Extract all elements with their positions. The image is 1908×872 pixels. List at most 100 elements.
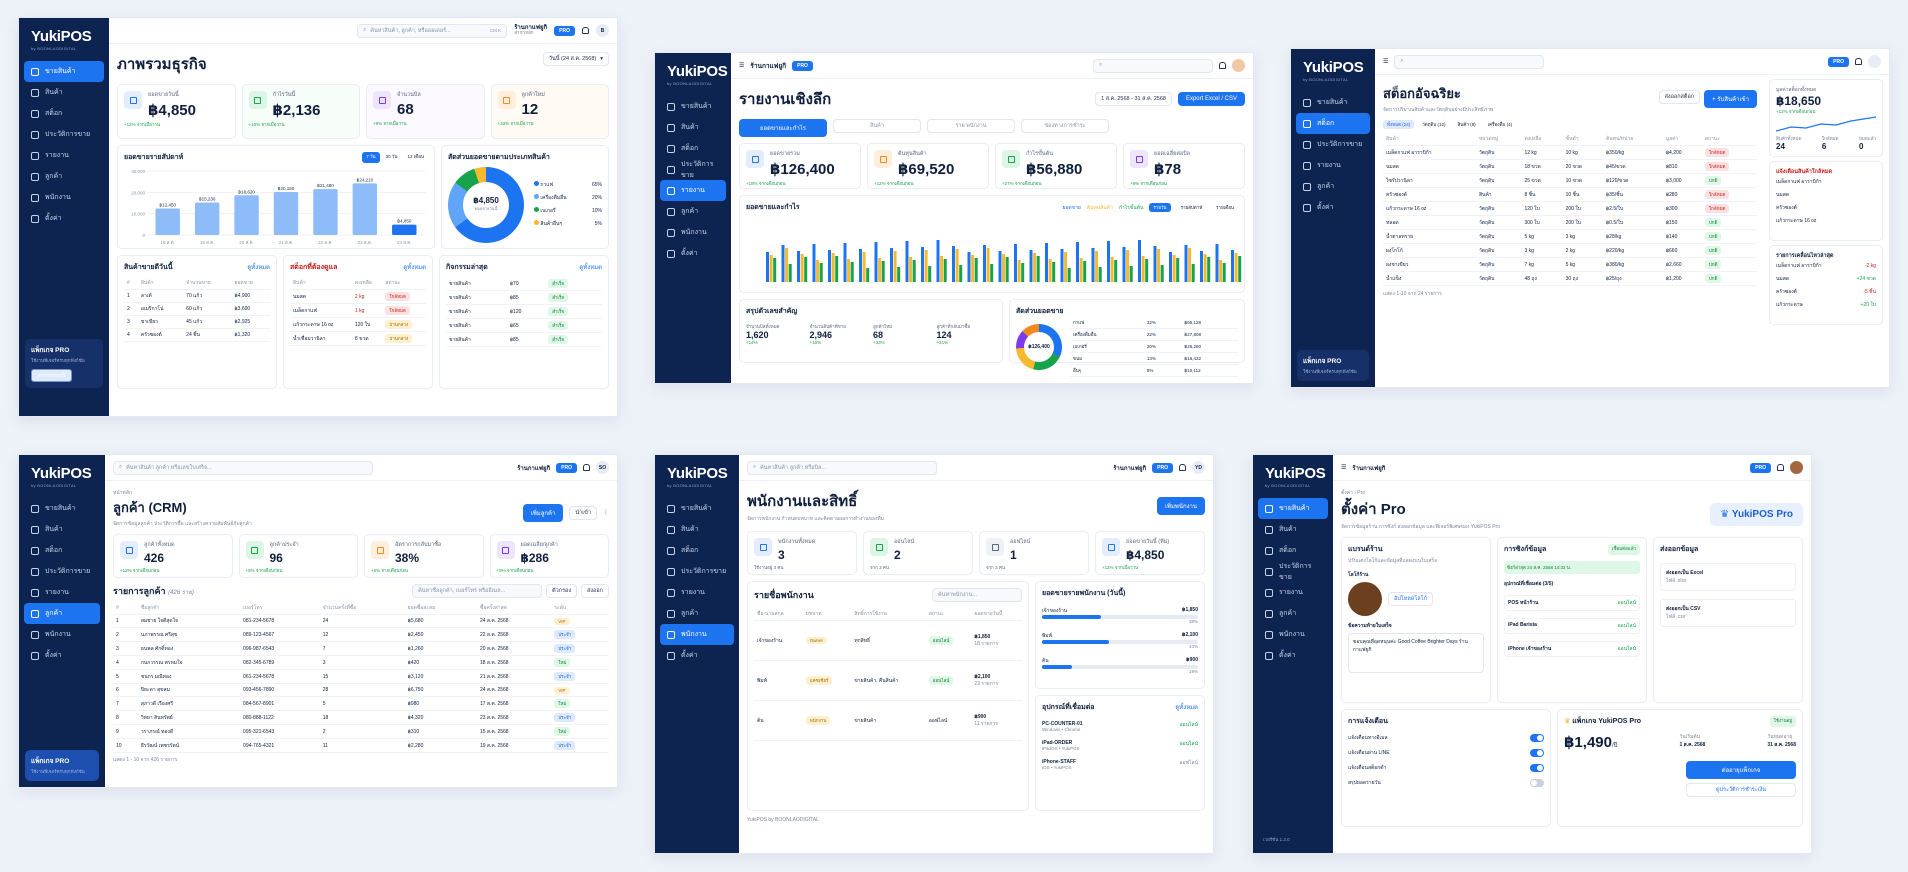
table-row[interactable]: นมสด วัตถุดิบ 18 ขวด 20 ขวด ฿45/ขวด ฿810 ใกล้ห… xyxy=(1383,159,1757,174)
store-switcher[interactable]: ร้านกาแฟยูกิ สาขาหลัก xyxy=(514,24,548,36)
import-button[interactable]: นำเข้า xyxy=(569,505,597,520)
upgrade-button[interactable]: อัปเกรดตอนนี้ xyxy=(31,369,72,382)
sidebar-item[interactable]: สต็อก xyxy=(1258,540,1328,561)
sidebar-item[interactable]: สินค้า xyxy=(24,519,100,540)
sidebar-item[interactable]: ประวัติการขาย xyxy=(1258,561,1328,582)
table-row[interactable]: 8 วิทยา สินทรัพย์ 080-888-1122 18 ฿4,320 23 ส… xyxy=(113,710,609,725)
sidebar-item[interactable]: ตั้งค่า xyxy=(24,208,104,229)
table-row[interactable]: หลอด วัตถุดิบ 300 ใบ 200 ใบ ฿0.5/ใบ ฿150 ปกติ xyxy=(1383,215,1757,230)
sidebar-item[interactable]: ประวัติการขาย xyxy=(24,124,104,145)
menu-icon[interactable]: ☰ xyxy=(1383,59,1389,65)
store-name[interactable]: ร้านกาแฟยูกิ xyxy=(1113,465,1147,472)
table-row[interactable]: น้ำเชื่อมวานิลา 8 ขวด ปานกลาง xyxy=(290,331,426,346)
search-input[interactable]: ⌕ xyxy=(1093,58,1213,73)
tab-products[interactable]: สินค้า xyxy=(833,119,921,133)
alert-item[interactable]: นมสด xyxy=(1776,192,1790,198)
sidebar-item[interactable]: พนักงาน xyxy=(24,187,104,208)
sidebar-item[interactable]: รายงาน xyxy=(24,582,100,603)
sidebar-item[interactable]: ลูกค้า xyxy=(660,603,734,624)
search-input[interactable]: ⌕ ค้นหาสินค้า ลูกค้า หรือเลขใบเสร็จ... xyxy=(113,460,373,475)
sidebar-item[interactable]: พนักงาน xyxy=(1258,624,1328,645)
search-input[interactable]: ⌕ ค้นหาสินค้า ลูกค้า หรือบิล... xyxy=(747,460,937,475)
toggle-switch[interactable] xyxy=(1530,734,1544,742)
table-row[interactable]: 3 ชาเขียว 45 แก้ว ฿2,925 xyxy=(124,315,270,329)
device-row[interactable]: PC-COUNTER-01 Windows • Chrome ออนไลน์ xyxy=(1042,721,1198,732)
sidebar-item[interactable]: รายงาน xyxy=(1296,155,1370,176)
table-row[interactable]: เมล็ดกาแฟ อาราบิก้า วัตถุดิบ 12 kg 10 kg ฿35… xyxy=(1383,145,1757,160)
table-row[interactable]: 7 สุภาวดี เรืองศรี 084-567-8901 5 ฿980 17 ส.ค… xyxy=(113,696,609,711)
sidebar-item[interactable]: สต็อก xyxy=(24,103,104,124)
toggle-switch[interactable] xyxy=(1530,749,1544,757)
bell-icon[interactable] xyxy=(1777,464,1784,471)
sidebar-item[interactable]: สินค้า xyxy=(1258,519,1328,540)
avatar[interactable]: SO xyxy=(596,461,609,474)
table-row[interactable]: ขายสินค้า ฿70 สำเร็จ xyxy=(446,277,602,291)
export-option[interactable]: ส่งออกเป็น Excel ไฟล์ .xlsx xyxy=(1660,563,1796,591)
filter-button[interactable]: ตัวกรอง xyxy=(546,584,578,598)
more-icon[interactable]: ⋮ xyxy=(603,510,609,516)
tab-drinks[interactable]: เครื่องดื่ม (4) xyxy=(1487,122,1513,127)
table-row[interactable]: 3 ธนพล ศักดิ์ทอง 096-987-6543 7 ฿1,260 20 ส.ค… xyxy=(113,641,609,656)
sidebar-item[interactable]: รายงาน xyxy=(660,180,726,201)
toggle-switch[interactable] xyxy=(1530,764,1544,772)
sidebar-item[interactable]: ตั้งค่า xyxy=(1258,645,1328,666)
bell-icon[interactable] xyxy=(1179,464,1186,471)
view-all-link[interactable]: ดูทั้งหมด xyxy=(1175,705,1198,711)
menu-icon[interactable]: ☰ xyxy=(1341,465,1347,471)
table-row[interactable]: ขายสินค้า ฿120 สำเร็จ xyxy=(446,304,602,319)
bell-icon[interactable] xyxy=(1219,62,1226,69)
table-row[interactable]: ขายสินค้า ฿85 สำเร็จ xyxy=(446,332,602,347)
tab-materials[interactable]: วัตถุดิบ (12) xyxy=(1422,122,1446,127)
table-row[interactable]: นมสด 2 kg ใกล้หมด xyxy=(290,289,426,304)
export-button[interactable]: Export Excel / CSV xyxy=(1177,92,1245,106)
export-stock-button[interactable]: ส่งออกสต็อก xyxy=(1658,89,1701,104)
avatar[interactable] xyxy=(1868,55,1881,68)
sidebar-item[interactable]: ตั้งค่า xyxy=(24,645,100,666)
tab-all[interactable]: ทั้งหมด (24) xyxy=(1383,120,1415,129)
table-row[interactable]: ผงโกโก้ วัตถุดิบ 3 kg 2 kg ฿220/kg ฿660 ปกติ xyxy=(1383,243,1757,258)
tab-goods[interactable]: สินค้า (8) xyxy=(1457,122,1476,127)
sidebar-item[interactable]: ขายสินค้า xyxy=(1296,92,1370,113)
tab-weekly[interactable]: รายสัปดาห์ xyxy=(1180,205,1203,210)
sidebar-item[interactable]: ประวัติการขาย xyxy=(24,561,100,582)
add-customer-button[interactable]: เพิ่มลูกค้า xyxy=(522,503,564,522)
sidebar-item[interactable]: ขายสินค้า xyxy=(24,61,104,82)
sidebar-item[interactable]: ลูกค้า xyxy=(24,166,104,187)
table-row[interactable]: 1 ลาเต้ 70 แก้ว ฿4,900 xyxy=(124,289,270,303)
sidebar-item[interactable]: พนักงาน xyxy=(24,624,100,645)
bell-icon[interactable] xyxy=(583,464,590,471)
sidebar-item[interactable]: ตั้งค่า xyxy=(660,645,734,666)
table-row[interactable]: พิมพ์ แคชเชียร์ ขายสินค้า, คืนสินค้า ออนไลน… xyxy=(754,660,1022,701)
avatar[interactable]: YD xyxy=(1192,461,1205,474)
sync-device-row[interactable]: POS หน้าร้าน ออนไลน์ xyxy=(1504,595,1640,611)
payment-history-button[interactable]: ดูประวัติการชำระเงิน xyxy=(1686,783,1796,797)
table-row[interactable]: แก้วกระดาษ 16 oz 120 ใบ ปานกลาง xyxy=(290,317,426,332)
device-row[interactable]: iPhone-STAFF iOS • YukiPOS ออฟไลน์ xyxy=(1042,759,1198,770)
tab-daily[interactable]: รายวัน xyxy=(1149,203,1171,212)
bell-icon[interactable] xyxy=(1855,58,1862,65)
table-row[interactable]: 1 สมชาย ใจดีสุดใจ 081-234-5678 24 ฿5,680 24 ส… xyxy=(113,614,609,628)
sidebar-item[interactable]: ขายสินค้า xyxy=(660,96,726,117)
search-input[interactable]: ⌕ ค้นหาสินค้า, ลูกค้า, หรือออเดอร์... Ctrl… xyxy=(357,23,508,38)
add-staff-button[interactable]: เพิ่มพนักงาน xyxy=(1156,497,1205,515)
receive-stock-button[interactable]: + รับสินค้าเข้า xyxy=(1704,89,1757,108)
table-row[interactable]: น้ำตาลทราย วัตถุดิบ 5 kg 3 kg ฿28/kg ฿140 ปกติ xyxy=(1383,229,1757,244)
search-input[interactable]: ⌕ xyxy=(1394,54,1545,69)
sidebar-item[interactable]: รายงาน xyxy=(660,582,734,603)
table-row[interactable]: 10 ธีรวัฒน์ เพชรรัตน์ 094-765-4321 11 ฿2,280… xyxy=(113,738,609,753)
sidebar-item[interactable]: สต็อก xyxy=(660,540,734,561)
menu-icon[interactable]: ☰ xyxy=(739,63,745,69)
store-name[interactable]: ร้านกาแฟยูกิ xyxy=(1352,465,1386,472)
tab-staff[interactable]: ราย พนักงาน xyxy=(927,119,1015,133)
table-row[interactable]: 4 กนกวรรณ พรหมใจ 082-345-6789 3 ฿420 18 ส.ค. … xyxy=(113,655,609,670)
sidebar-item[interactable]: สินค้า xyxy=(660,519,734,540)
sidebar-item[interactable]: ประวัติการขาย xyxy=(660,159,726,180)
table-row[interactable]: ไซรัปวานิลา วัตถุดิบ 25 ขวด 10 ขวด ฿120/ขวด฿… xyxy=(1383,173,1757,188)
date-picker[interactable]: วันนี้ (24 ส.ค. 2568) ▾ xyxy=(542,52,609,66)
avatar[interactable]: B xyxy=(596,24,609,37)
avatar[interactable] xyxy=(1232,59,1245,72)
tab-7-days[interactable]: 7 วัน xyxy=(362,152,380,163)
export-option[interactable]: ส่งออกเป็น CSV ไฟล์ .csv xyxy=(1660,599,1796,627)
staff-search-input[interactable]: ค้นหาพนักงาน... xyxy=(932,588,1022,602)
sync-device-row[interactable]: iPhone เจ้าของร้าน ออนไลน์ xyxy=(1504,641,1640,657)
